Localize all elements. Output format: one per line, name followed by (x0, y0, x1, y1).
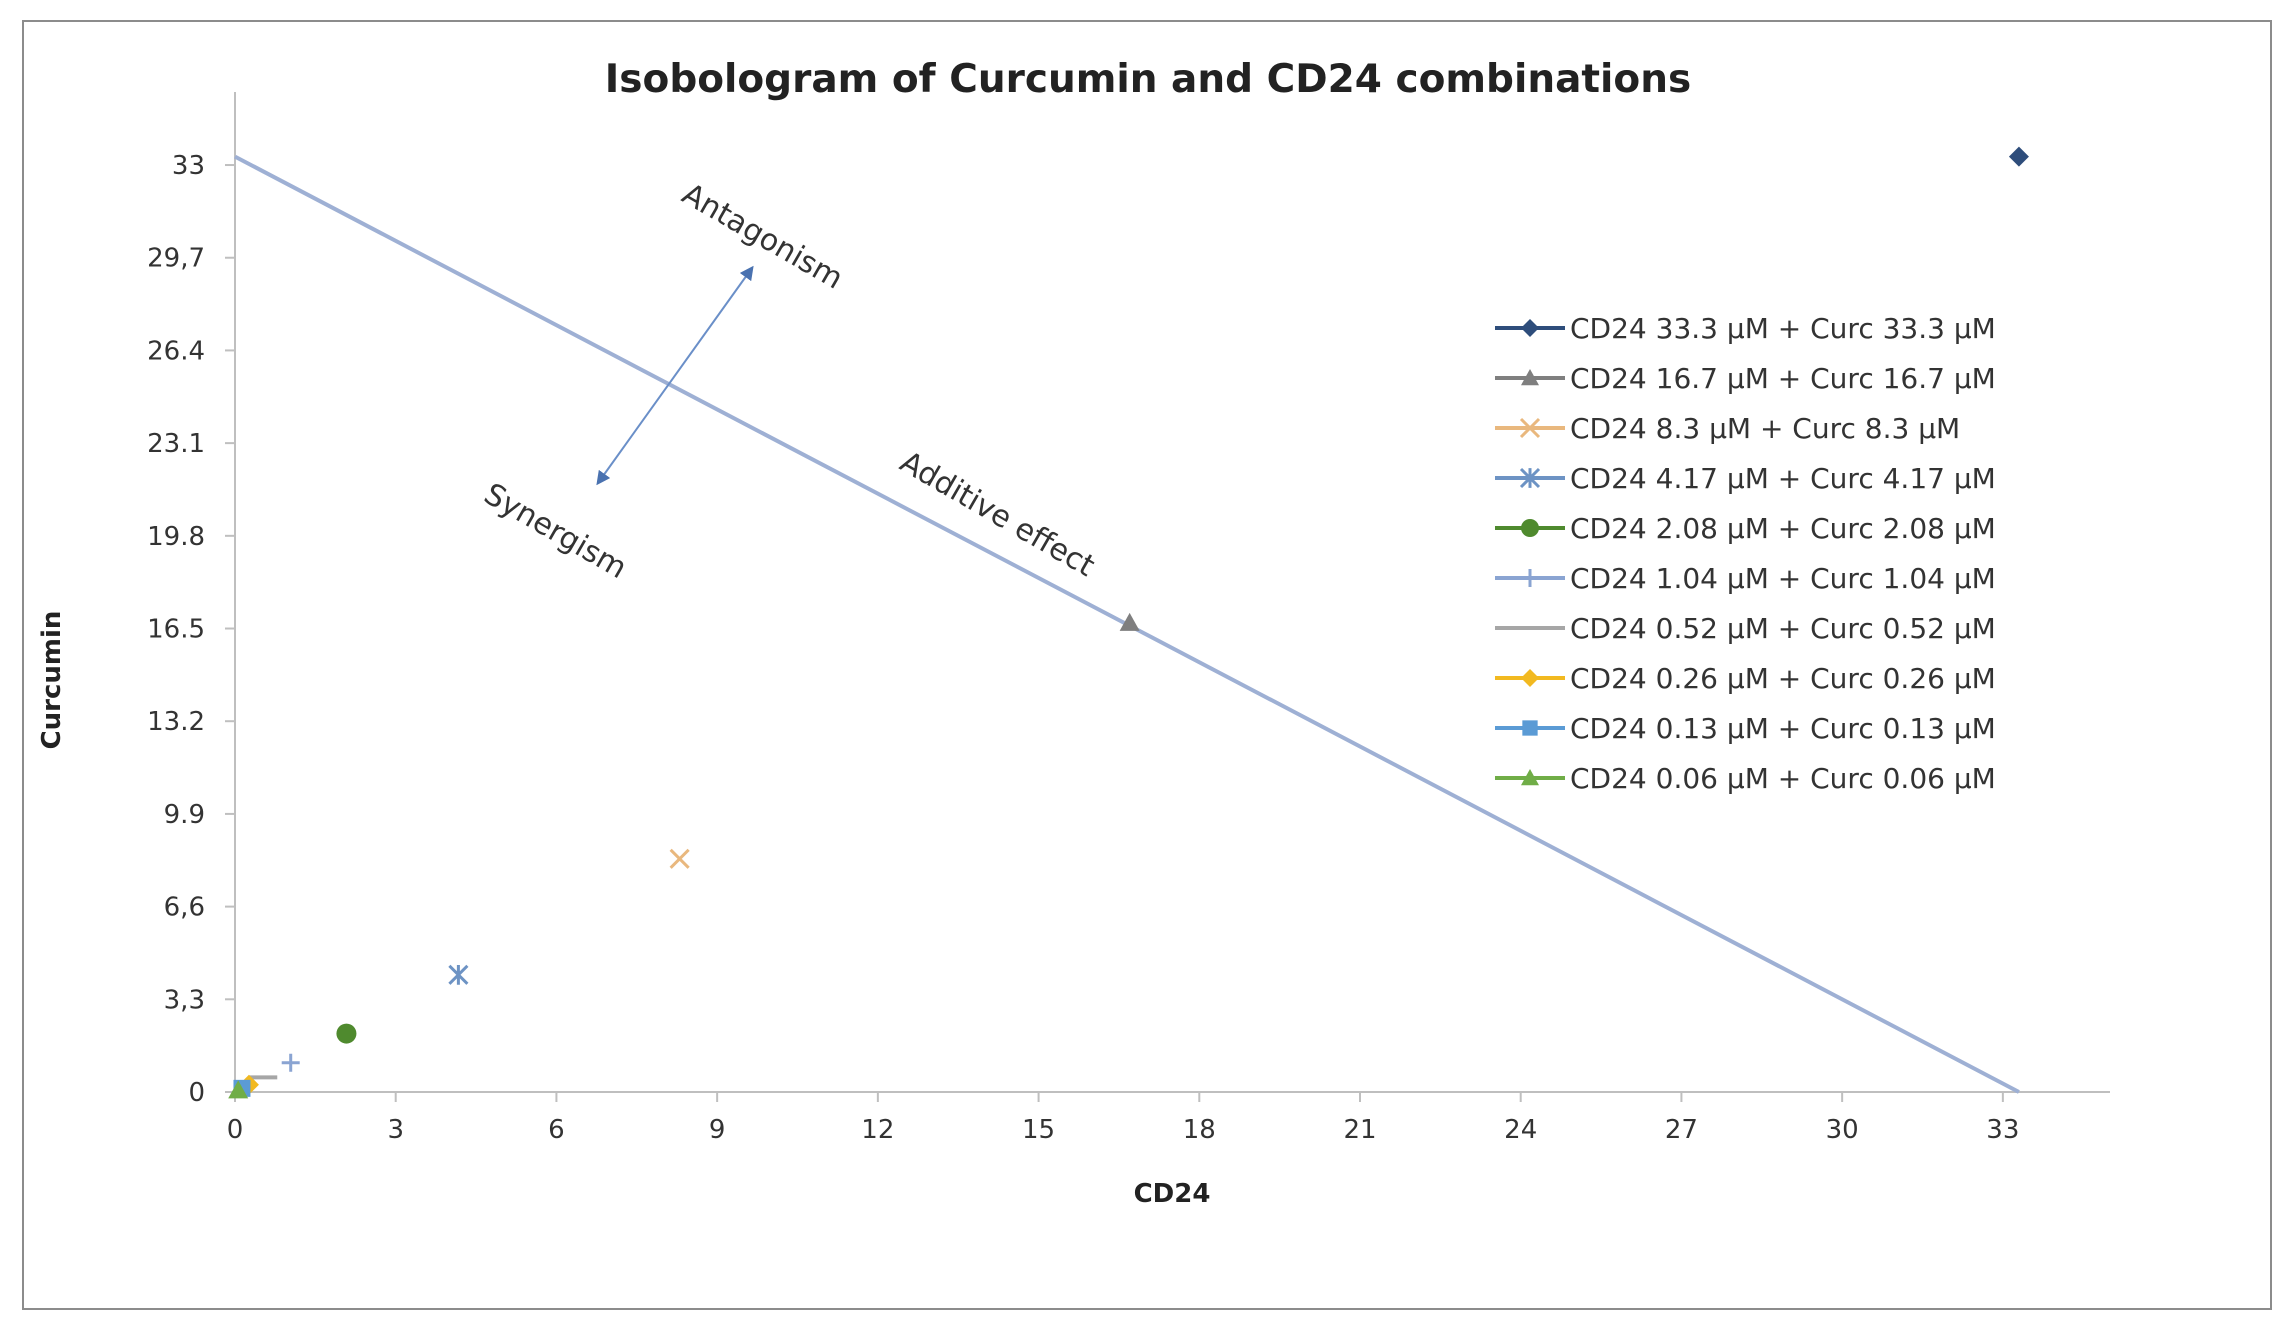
x-tick-label: 21 (1343, 1115, 1376, 1145)
legend-entry-label: CD24 0.06 µM + Curc 0.06 µM (1570, 762, 1996, 795)
data-point-4 (336, 1023, 357, 1044)
legend-marker (1522, 720, 1538, 736)
data-point-5 (281, 1053, 300, 1072)
x-tick-label: 18 (1183, 1115, 1216, 1145)
legend-marker (1519, 467, 1541, 489)
y-tick-label: 23.1 (147, 429, 205, 459)
chart-frame (22, 20, 2272, 1310)
x-tick-label: 9 (709, 1115, 726, 1145)
data-points (228, 146, 2029, 1099)
y-axis-title: Curcumin (37, 611, 67, 750)
x-tick-label: 0 (227, 1115, 244, 1145)
y-tick-label: 13.2 (147, 707, 205, 737)
data-point-3 (448, 964, 469, 985)
x-tick-label: 6 (548, 1115, 565, 1145)
additive-effect-label: Additive effect (894, 445, 1101, 584)
x-ticks: 0 3 6 9 12 15 18 21 24 27 30 33 (227, 1092, 2019, 1145)
x-tick-label: 30 (1826, 1115, 1859, 1145)
legend-entry-label: CD24 8.3 µM + Curc 8.3 µM (1570, 412, 1960, 445)
synergy-antagonism-arrow (596, 265, 754, 486)
legend-marker (1521, 519, 1539, 537)
x-tick-label: 15 (1022, 1115, 1055, 1145)
y-tick-label: 6,6 (164, 893, 205, 923)
antagonism-label: Antagonism (676, 177, 849, 297)
y-tick-label: 29,7 (147, 244, 205, 274)
y-tick-label: 33 (172, 151, 205, 181)
legend-entry-label: CD24 16.7 µM + Curc 16.7 µM (1570, 362, 1996, 395)
y-tick-label: 9.9 (164, 800, 205, 830)
legend-marker (1521, 569, 1539, 587)
data-point-9 (228, 1080, 249, 1099)
y-tick-label: 3,3 (164, 985, 205, 1015)
x-axis-title: CD24 (1134, 1179, 1211, 1209)
legend-entry-label: CD24 0.26 µM + Curc 0.26 µM (1570, 662, 1996, 695)
y-tick-label: 0 (188, 1078, 205, 1108)
legend-entry-label: CD24 1.04 µM + Curc 1.04 µM (1570, 562, 1996, 595)
y-tick-label: 19.8 (147, 522, 205, 552)
legend-marker (1521, 369, 1539, 386)
legend-marker (1519, 417, 1541, 439)
y-tick-label: 16.5 (147, 615, 205, 645)
x-tick-label: 3 (387, 1115, 404, 1145)
y-ticks: 0 3,3 6,6 9.9 13.2 16.5 19.8 23.1 26.4 29,7 33 (147, 151, 235, 1108)
data-point-1 (1119, 612, 1140, 631)
legend-entry-label: CD24 4.17 µM + Curc 4.17 µM (1570, 462, 1996, 495)
x-tick-label: 27 (1665, 1115, 1698, 1145)
x-tick-label: 33 (1986, 1115, 2019, 1145)
legend-entry-label: CD24 0.13 µM + Curc 0.13 µM (1570, 712, 1996, 745)
synergism-label: Synergism (478, 477, 633, 586)
legend-entry-label: CD24 0.52 µM + Curc 0.52 µM (1570, 612, 1996, 645)
legend: CD24 33.3 µM + Curc 33.3 µM CD24 16.7 µM … (1495, 312, 1996, 795)
legend-entry-label: CD24 33.3 µM + Curc 33.3 µM (1570, 312, 1996, 345)
legend-marker (1521, 669, 1539, 687)
chart-title: Isobologram of Curcumin and CD24 combina… (605, 57, 1691, 102)
legend-marker (1521, 769, 1539, 786)
data-point-2 (669, 848, 690, 869)
legend-marker (1521, 319, 1539, 337)
y-tick-label: 26.4 (147, 336, 205, 366)
data-point-0 (2008, 146, 2029, 167)
x-tick-label: 24 (1504, 1115, 1537, 1145)
legend-entry-label: CD24 2.08 µM + Curc 2.08 µM (1570, 512, 1996, 545)
x-tick-label: 12 (861, 1115, 894, 1145)
